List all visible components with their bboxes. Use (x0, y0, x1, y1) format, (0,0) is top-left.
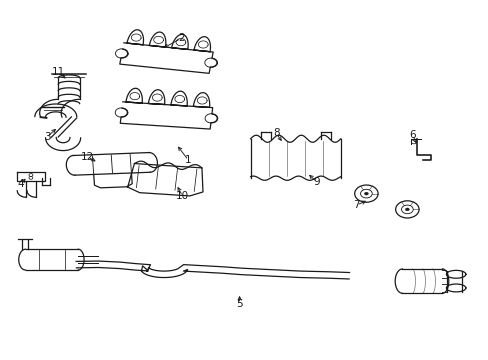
Text: 7: 7 (353, 200, 359, 210)
Text: 10: 10 (176, 191, 189, 201)
Text: 1: 1 (185, 155, 191, 165)
Text: 5: 5 (236, 299, 243, 309)
Text: 12: 12 (81, 152, 94, 162)
Text: 9: 9 (313, 177, 319, 187)
Text: 8: 8 (272, 129, 279, 138)
Text: 4: 4 (18, 179, 24, 189)
Text: 2: 2 (178, 33, 184, 43)
Text: 3: 3 (43, 132, 50, 142)
Text: 6: 6 (408, 130, 415, 140)
Text: 11: 11 (52, 67, 65, 77)
Circle shape (405, 208, 408, 211)
Circle shape (364, 192, 367, 195)
